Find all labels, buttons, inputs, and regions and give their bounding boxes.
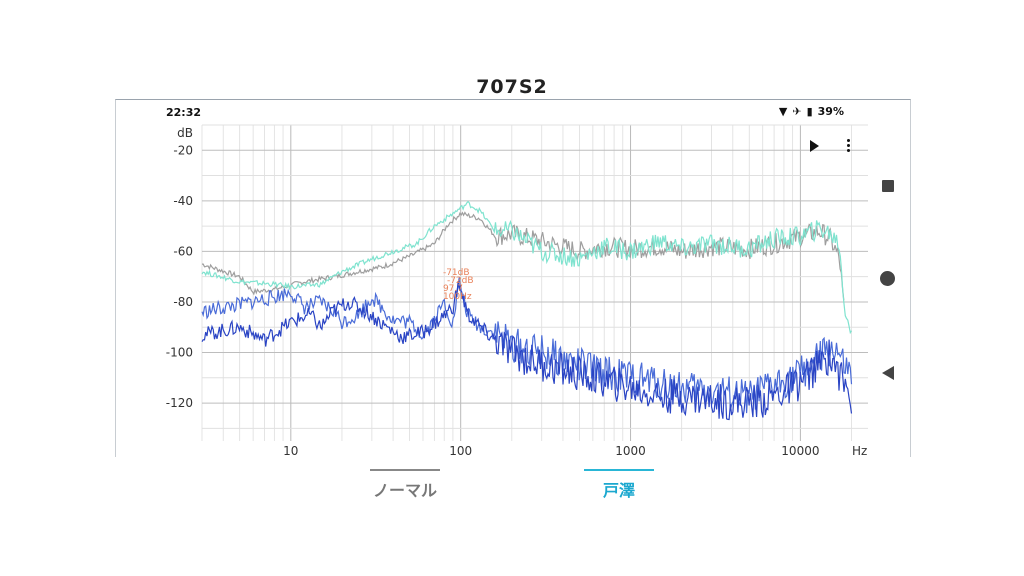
x-unit-label: Hz <box>852 444 867 457</box>
tab-indicator-active <box>584 469 654 471</box>
status-icons: ▼ ✈ ▮ 39% <box>779 105 844 118</box>
tab-indicator <box>370 469 440 471</box>
tab-normal-label: ノーマル <box>372 481 437 500</box>
tab-tozawa[interactable]: 戸澤 <box>584 469 654 501</box>
play-icon[interactable] <box>810 140 819 152</box>
series-line-1 <box>201 200 853 335</box>
phone-screen: 10 100 1000 10000 Hz -20 -40 -60 -80 -100 -120 dB -… <box>115 99 911 457</box>
y-tick-label: -80 <box>173 295 193 309</box>
battery-icon: ▮ <box>806 105 813 118</box>
nav-home-icon[interactable] <box>880 271 895 286</box>
x-tick-label: 10 <box>283 444 298 457</box>
x-tick-label: 1000 <box>615 444 646 457</box>
x-tick-label: 100 <box>449 444 472 457</box>
tab-tozawa-label: 戸澤 <box>602 481 635 500</box>
y-unit-label: dB <box>177 126 193 140</box>
battery-level: 39% <box>817 105 844 118</box>
peak-annotation: -71dB <box>443 268 470 278</box>
tab-normal[interactable]: ノーマル <box>370 469 440 501</box>
nav-recent-icon[interactable] <box>882 180 894 192</box>
airplane-icon: ✈ <box>792 105 802 118</box>
page-title: 707S2 <box>476 76 548 98</box>
more-options-icon[interactable] <box>847 139 851 155</box>
peak-annotation: 100Hz <box>443 292 472 302</box>
peak-annotation: -72dB <box>447 276 474 286</box>
y-tick-label: -120 <box>166 396 193 410</box>
series-line-3 <box>201 281 853 421</box>
y-tick-label: -60 <box>173 244 193 258</box>
series-line-2 <box>201 277 853 414</box>
nav-back-icon[interactable] <box>882 366 894 380</box>
spectrum-chart: 10 100 1000 10000 Hz -20 -40 -60 -80 -100 -120 dB -… <box>166 124 868 457</box>
y-tick-label: -40 <box>173 194 193 208</box>
wifi-icon: ▼ <box>778 105 788 118</box>
y-tick-label: -20 <box>173 143 193 157</box>
status-time: 22:32 <box>166 106 202 119</box>
peak-annotation: 97.7 <box>443 284 463 294</box>
y-tick-label: -100 <box>166 346 193 360</box>
x-tick-label: 10000 <box>781 444 819 457</box>
